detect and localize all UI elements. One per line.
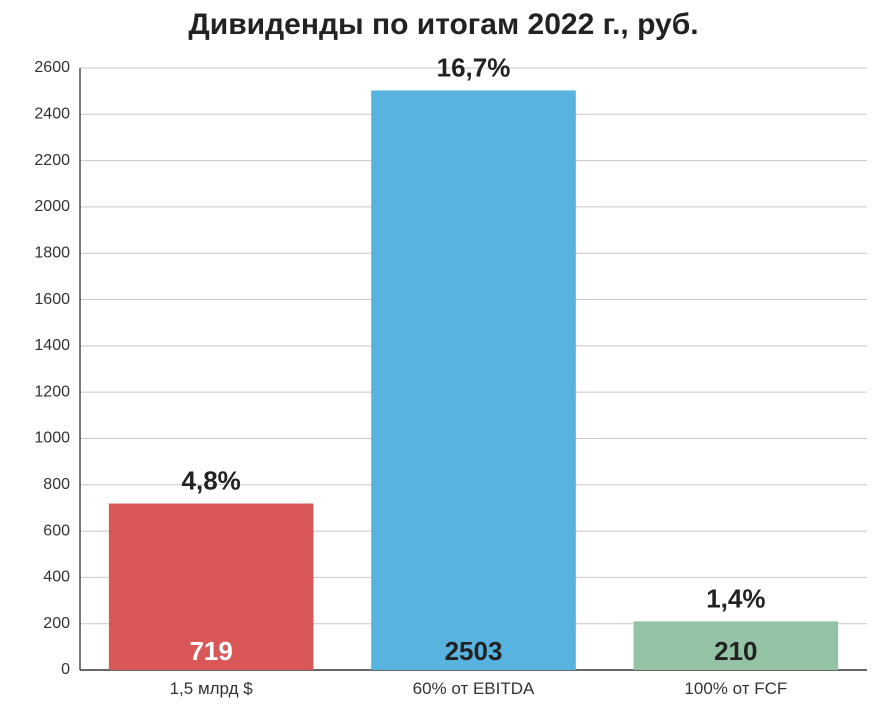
- y-tick-label: 2000: [34, 198, 70, 215]
- bar-top-label: 16,7%: [437, 58, 511, 82]
- y-tick-label: 200: [43, 615, 70, 632]
- x-tick-label: 1,5 млрд $: [170, 679, 254, 698]
- bar: [371, 90, 576, 670]
- y-tick-label: 800: [43, 476, 70, 493]
- y-tick-label: 1400: [34, 337, 70, 354]
- bar-top-label: 4,8%: [182, 466, 241, 496]
- y-tick-label: 2600: [34, 59, 70, 76]
- bar-value-label: 719: [189, 636, 232, 666]
- y-tick-label: 1800: [34, 244, 70, 261]
- chart-canvas: 0 200 400 600 800 1000 1200 1400 1600 1800 2000 220…: [0, 58, 887, 710]
- y-tick-label: 1000: [34, 430, 70, 447]
- y-tick-label: 1600: [34, 291, 70, 308]
- y-tick-label: 2400: [34, 106, 70, 123]
- y-tick-label: 400: [43, 569, 70, 586]
- y-tick-label: 2200: [34, 152, 70, 169]
- chart-title: Дивиденды по итогам 2022 г., руб.: [0, 0, 887, 58]
- y-tick-label: 0: [61, 661, 70, 678]
- x-tick-label: 100% от FCF: [684, 679, 787, 698]
- bar-value-label: 2503: [445, 636, 503, 666]
- x-tick-label: 60% от EBITDA: [413, 679, 535, 698]
- y-tick-label: 600: [43, 522, 70, 539]
- bar-top-label: 1,4%: [706, 583, 765, 613]
- dividends-chart: Дивиденды по итогам 2022 г., руб. 0 200 40…: [0, 0, 887, 702]
- bar-value-label: 210: [714, 636, 757, 666]
- y-tick-label: 1200: [34, 383, 70, 400]
